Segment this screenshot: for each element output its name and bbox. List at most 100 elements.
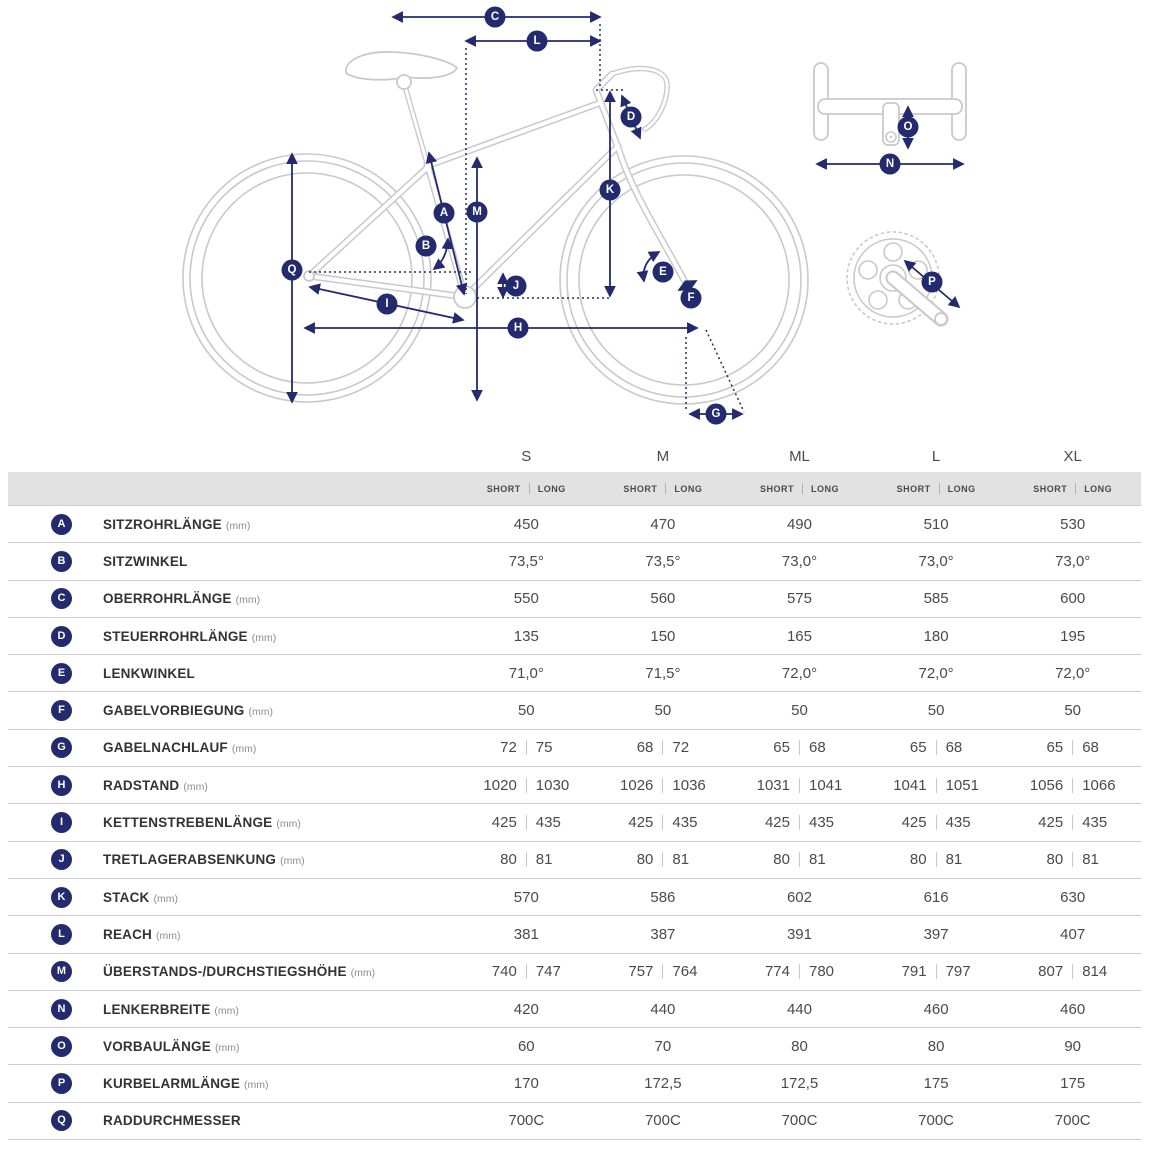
- value-cell-N-XL: 460: [1004, 1001, 1141, 1018]
- value: 172,5: [780, 1075, 819, 1093]
- short-value: 65: [909, 739, 927, 757]
- short-value: 740: [491, 963, 517, 981]
- dimension-badge-M: M: [466, 201, 488, 223]
- value-cell-A-XL: 530: [1004, 516, 1141, 533]
- divider: [1072, 740, 1074, 756]
- short-value: 791: [901, 963, 927, 981]
- long-value: 68: [945, 739, 963, 757]
- row-label: KURBELARMLÄNGE: [103, 1076, 241, 1092]
- bottom-bracket: [453, 285, 477, 309]
- short-long-cell: SHORT LONG: [595, 483, 732, 494]
- svg-text:P: P: [928, 276, 936, 288]
- handlebar-detail: [813, 62, 967, 170]
- row-letter-badge: C: [51, 588, 72, 610]
- row-letter-badge: I: [51, 812, 72, 834]
- long-value: 435: [945, 814, 971, 832]
- row-letter-badge: E: [51, 662, 72, 684]
- svg-text:K: K: [606, 184, 615, 196]
- value-cell-L-L: 397: [868, 926, 1005, 943]
- geometry-table: S M ML L XL SHORT LONG SHORT LONG SHORT LONG SHORT…: [8, 440, 1141, 1141]
- short-value: 1026: [620, 776, 654, 794]
- row-letter-badge: H: [51, 774, 72, 796]
- value: 73,5°: [508, 552, 544, 570]
- geometry-row-M: M ÜBERSTANDS-/DURCHSTIEGSHÖHE (mm) 740 747 75…: [8, 952, 1141, 990]
- short-label: SHORT: [486, 483, 521, 494]
- row-label-cell: ÜBERSTANDS-/DURCHSTIEGSHÖHE (mm): [103, 964, 458, 979]
- value: 387: [650, 925, 676, 943]
- short-value: 80: [1046, 851, 1064, 869]
- row-unit: (mm): [156, 929, 181, 942]
- divider: [525, 815, 527, 831]
- geometry-row-E: E LENKWINKEL 71,0° 71,5° 72,0° 72,0° 72,0°: [8, 654, 1141, 691]
- divider: [938, 483, 940, 494]
- value-cell-B-ML: 73,0°: [731, 553, 868, 570]
- row-label-cell: STEUERROHRLÄNGE (mm): [103, 629, 458, 644]
- long-value: 780: [808, 963, 835, 981]
- value-cell-F-L: 50: [868, 702, 1005, 719]
- front-wheel: [559, 155, 809, 405]
- row-badge-cell: N: [8, 998, 103, 1020]
- value: 70: [654, 1037, 672, 1055]
- long-value: 68: [1082, 739, 1099, 757]
- divider: [1075, 483, 1077, 494]
- divider: [662, 815, 664, 831]
- long-value: 435: [672, 814, 698, 832]
- value: 72,0°: [1055, 664, 1091, 682]
- row-label: GABELNACHLAUF: [103, 740, 228, 756]
- value-cell-F-M: 50: [595, 702, 732, 719]
- value-cell-H-L: 1041 1051: [868, 777, 1005, 794]
- dimension-badge-H: H: [507, 317, 529, 339]
- row-label: REACH: [103, 926, 153, 942]
- value-cell-F-S: 50: [458, 702, 595, 719]
- value: 700C: [1054, 1112, 1091, 1130]
- geometry-rows: A SITZROHRLÄNGE (mm) 450 470 490 510 530 B SITZWI…: [8, 505, 1141, 1141]
- long-value: 81: [672, 851, 690, 869]
- long-value: 81: [945, 851, 963, 869]
- value-cell-C-ML: 575: [731, 590, 868, 607]
- value: 170: [513, 1075, 539, 1093]
- value-cell-N-M: 440: [595, 1001, 732, 1018]
- value: 80: [927, 1037, 945, 1055]
- value: 73,5°: [645, 552, 681, 570]
- short-value: 425: [901, 814, 927, 832]
- value: 700C: [644, 1112, 681, 1130]
- value: 700C: [781, 1112, 818, 1130]
- short-value: 425: [628, 814, 654, 832]
- value-cell-P-XL: 175: [1004, 1075, 1141, 1092]
- value-cell-N-ML: 440: [731, 1001, 868, 1018]
- row-label-cell: KETTENSTREBENLÄNGE (mm): [103, 815, 458, 830]
- svg-text:E: E: [659, 266, 667, 278]
- row-label-cell: GABELVORBIEGUNG (mm): [103, 703, 458, 718]
- row-unit: (mm): [153, 892, 179, 905]
- value: 397: [923, 925, 949, 943]
- row-label: ÜBERSTANDS-/DURCHSTIEGSHÖHE: [103, 964, 347, 980]
- row-badge-cell: C: [8, 588, 103, 610]
- row-label-cell: OBERROHRLÄNGE (mm): [103, 591, 458, 606]
- divider: [798, 852, 800, 868]
- long-value: 1036: [672, 776, 706, 794]
- row-unit: (mm): [235, 594, 261, 607]
- value: 407: [1060, 925, 1086, 943]
- value-cell-M-S: 740 747: [458, 963, 595, 980]
- value-cell-G-L: 65 68: [868, 739, 1005, 756]
- value-cell-I-L: 425 435: [868, 814, 1005, 831]
- value: 72,0°: [918, 664, 954, 682]
- long-label: LONG: [674, 483, 703, 494]
- geometry-row-I: I KETTENSTREBENLÄNGE (mm) 425 435 425 435 425 43…: [8, 803, 1141, 840]
- short-value: 80: [773, 851, 790, 869]
- divider: [1072, 852, 1074, 868]
- row-letter-badge: K: [51, 886, 72, 908]
- row-letter-badge: F: [51, 700, 72, 722]
- value-cell-K-ML: 602: [731, 889, 868, 906]
- short-value: 72: [500, 739, 517, 757]
- divider: [798, 964, 800, 980]
- value-cell-L-ML: 391: [731, 926, 868, 943]
- value-cell-G-M: 68 72: [595, 739, 732, 756]
- short-long-header-row: SHORT LONG SHORT LONG SHORT LONG SHORT LONG SHOR…: [8, 472, 1141, 505]
- row-badge-cell: L: [8, 923, 103, 945]
- long-value: 435: [808, 814, 835, 832]
- value: 490: [786, 515, 812, 533]
- divider: [1072, 964, 1074, 980]
- value-cell-A-L: 510: [868, 516, 1005, 533]
- value-cell-A-M: 470: [595, 516, 732, 533]
